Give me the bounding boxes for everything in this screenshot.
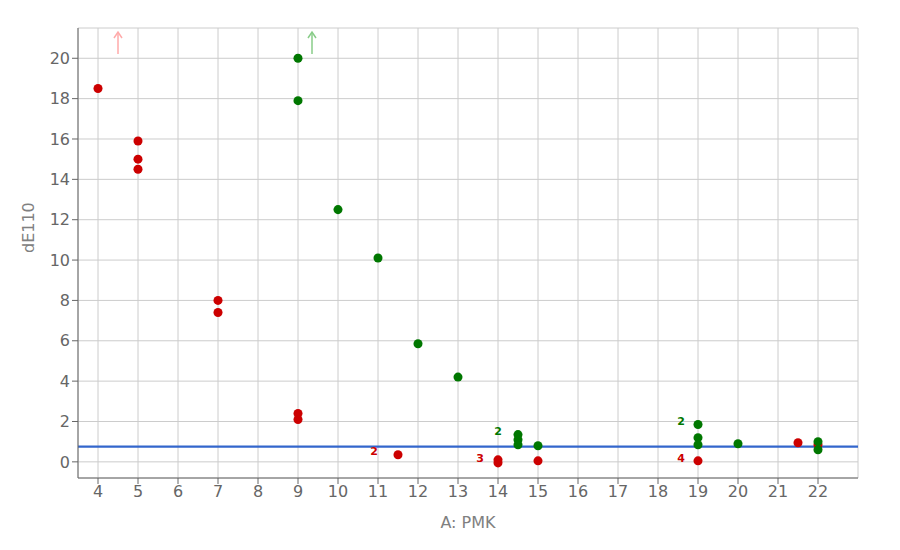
svg-text:20: 20 [728,482,748,501]
svg-text:A: PMK: A: PMK [440,513,496,532]
svg-text:4: 4 [93,482,103,501]
svg-text:22: 22 [808,482,828,501]
svg-text:15: 15 [528,482,548,501]
svg-text:16: 16 [568,482,588,501]
svg-text:8: 8 [253,482,263,501]
svg-text:10: 10 [328,482,348,501]
svg-text:10: 10 [50,251,70,270]
svg-text:17: 17 [608,482,628,501]
svg-text:13: 13 [448,482,468,501]
svg-text:14: 14 [50,170,70,189]
svg-text:18: 18 [50,89,70,108]
svg-text:2: 2 [60,412,70,431]
svg-text:5: 5 [133,482,143,501]
svg-text:2: 2 [370,445,378,458]
svg-text:4: 4 [677,452,685,465]
svg-text:12: 12 [50,210,70,229]
svg-text:14: 14 [488,482,508,501]
svg-text:7: 7 [213,482,223,501]
svg-text:3: 3 [476,452,484,465]
svg-text:11: 11 [368,482,388,501]
svg-text:16: 16 [50,130,70,149]
svg-text:9: 9 [293,482,303,501]
svg-text:4: 4 [60,372,70,391]
svg-text:0: 0 [60,453,70,472]
svg-text:2: 2 [494,425,502,438]
svg-text:dE110: dE110 [19,202,38,253]
svg-text:18: 18 [648,482,668,501]
svg-text:2: 2 [677,415,685,428]
svg-text:6: 6 [173,482,183,501]
svg-text:12: 12 [408,482,428,501]
svg-text:19: 19 [688,482,708,501]
svg-text:21: 21 [768,482,788,501]
svg-text:8: 8 [60,291,70,310]
svg-text:6: 6 [60,331,70,350]
svg-text:20: 20 [50,49,70,68]
